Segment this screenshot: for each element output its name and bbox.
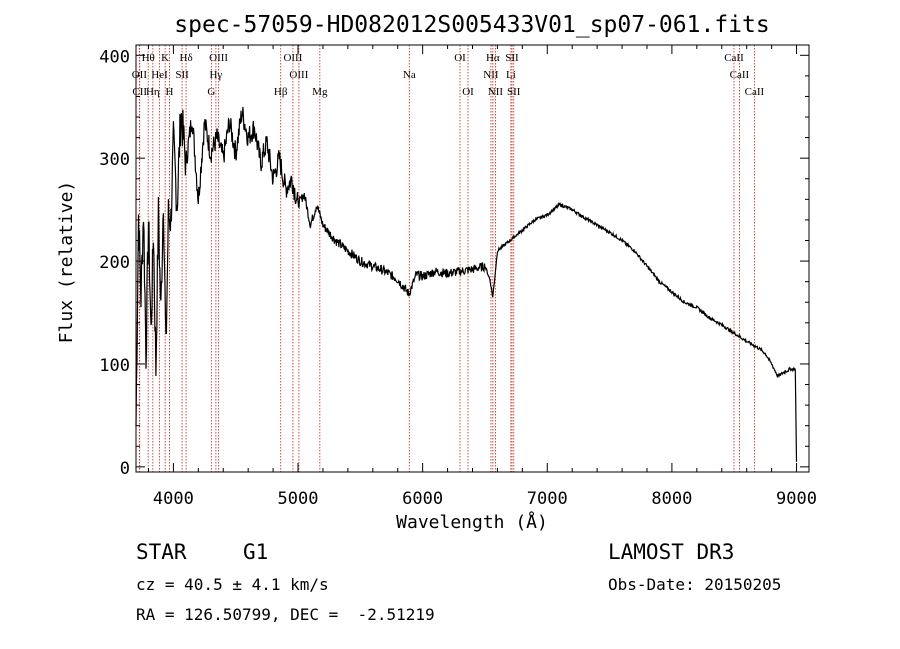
x-tick-label: 7000: [527, 489, 568, 509]
x-axis-ticks: 4000 5000 6000 7000 8000 9000: [147, 45, 817, 509]
object-subclass: G1: [243, 540, 269, 564]
spectral-line-label: OIII: [289, 69, 308, 81]
spectral-line-label: OI: [454, 52, 466, 64]
y-tick-label: 100: [99, 356, 130, 376]
spectrum-line: [135, 106, 798, 462]
ra-dec-coordinates: RA = 126.50799, DEC = -2.51219: [136, 605, 435, 624]
spectral-line-label: OIII: [283, 52, 302, 64]
spectral-line-label: G: [207, 86, 215, 98]
x-axis-label: Wavelength (Å): [396, 511, 548, 533]
spectral-line-label: Na: [403, 69, 416, 81]
spectral-line-label: Hη: [146, 86, 160, 98]
object-class: STAR: [136, 540, 187, 564]
spectral-line-label: Li: [506, 69, 516, 81]
spectral-line-label: SII: [505, 52, 519, 64]
y-axis-ticks: 0 100 200 300 400: [99, 47, 809, 479]
y-axis-label: Flux (relative): [56, 181, 77, 344]
y-tick-label: 400: [99, 47, 130, 67]
spectral-line-label: NII: [488, 86, 504, 98]
spectral-line-label: NII: [483, 69, 499, 81]
spectral-lines-layer: [138, 45, 755, 472]
observation-date: Obs-Date: 20150205: [608, 575, 782, 594]
spectral-line-label: SII: [175, 69, 189, 81]
spectral-line-label: OIII: [209, 52, 228, 64]
y-tick-label: 300: [99, 150, 130, 170]
spectral-line-label: Hδ: [180, 52, 193, 64]
x-tick-label: 6000: [402, 489, 443, 509]
spectral-line-label: CaII: [730, 69, 750, 81]
x-tick-label: 5000: [278, 489, 319, 509]
spectral-line-label: Hθ: [142, 52, 155, 64]
y-tick-label: 200: [99, 253, 130, 273]
spectral-line-label: SII: [507, 86, 521, 98]
spectral-line-label: CaII: [745, 86, 765, 98]
x-tick-label: 8000: [651, 489, 692, 509]
y-tick-label: 0: [120, 459, 130, 479]
x-tick-label: 9000: [776, 489, 817, 509]
spectral-line-label: Hβ: [274, 86, 288, 98]
spectral-line-label: Hγ: [209, 69, 222, 81]
spectral-line-label: Hα: [486, 52, 500, 64]
spectral-line-label: K: [161, 52, 169, 64]
spectral-line-label: OII: [132, 69, 148, 81]
spectral-line-label: Mg: [312, 86, 328, 98]
spectral-line-label: H: [166, 86, 174, 98]
redshift-cz: cz = 40.5 ± 4.1 km/s: [136, 575, 329, 594]
survey-name: LAMOST DR3: [608, 540, 735, 564]
chart-title: spec-57059-HD082012S005433V01_sp07-061.f…: [174, 12, 769, 38]
x-tick-label: 4000: [153, 489, 194, 509]
plot-frame: [135, 44, 810, 473]
spectral-line-label: CaII: [724, 52, 744, 64]
spectral-line-label: OI: [462, 86, 474, 98]
spectral-line-label: HeI: [151, 69, 168, 81]
